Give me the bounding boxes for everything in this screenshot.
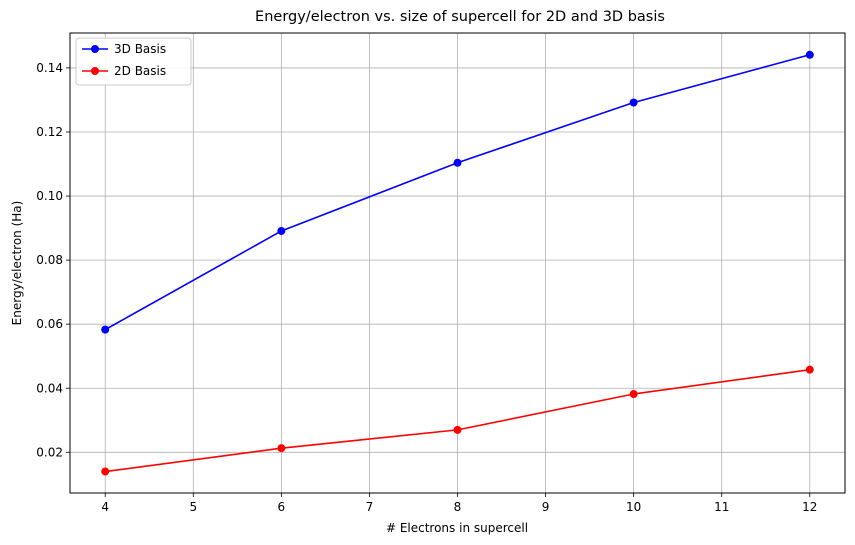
legend-marker-2d-basis bbox=[91, 67, 99, 75]
y-tick-label: 0.02 bbox=[36, 445, 63, 459]
x-tick-label: 4 bbox=[101, 500, 109, 514]
legend: 3D Basis 2D Basis bbox=[75, 37, 192, 86]
y-axis-label: Energy/electron (Ha) bbox=[10, 201, 24, 326]
x-tick-label: 10 bbox=[626, 500, 641, 514]
chart-title: Energy/electron vs. size of supercell fo… bbox=[255, 9, 665, 25]
legend-marker-3d-basis bbox=[91, 45, 99, 53]
data-point-3d-basis bbox=[277, 226, 286, 235]
x-tick-label: 7 bbox=[366, 500, 374, 514]
ticks: 4 5 6 7 8 9 10 11 12 0.02 0.04 0.06 0.08 0.10 0.12 0.14 bbox=[36, 61, 817, 514]
data-point-3d-basis bbox=[805, 50, 814, 59]
legend-label-2d-basis: 2D Basis bbox=[114, 64, 166, 78]
x-tick-label: 6 bbox=[278, 500, 286, 514]
data-point-2d-basis bbox=[453, 425, 462, 434]
x-tick-label: 5 bbox=[189, 500, 197, 514]
data-point-2d-basis bbox=[277, 444, 286, 453]
x-tick-label: 8 bbox=[454, 500, 462, 514]
series-layer bbox=[101, 50, 814, 476]
y-tick-label: 0.14 bbox=[36, 61, 63, 75]
x-axis-label: # Electrons in supercell bbox=[386, 521, 528, 535]
data-point-3d-basis bbox=[629, 98, 638, 107]
data-point-2d-basis bbox=[629, 390, 638, 399]
y-tick-label: 0.12 bbox=[36, 125, 63, 139]
x-tick-label: 11 bbox=[714, 500, 729, 514]
legend-label-3d-basis: 3D Basis bbox=[114, 42, 166, 56]
data-point-3d-basis bbox=[101, 325, 110, 334]
y-tick-label: 0.04 bbox=[36, 381, 63, 395]
x-tick-label: 9 bbox=[542, 500, 550, 514]
y-tick-label: 0.10 bbox=[36, 189, 63, 203]
data-point-3d-basis bbox=[453, 158, 462, 167]
data-point-2d-basis bbox=[101, 467, 110, 476]
x-tick-label: 12 bbox=[802, 500, 817, 514]
grid bbox=[70, 33, 845, 493]
data-point-2d-basis bbox=[805, 365, 814, 374]
y-tick-label: 0.08 bbox=[36, 253, 63, 267]
y-tick-label: 0.06 bbox=[36, 317, 63, 331]
